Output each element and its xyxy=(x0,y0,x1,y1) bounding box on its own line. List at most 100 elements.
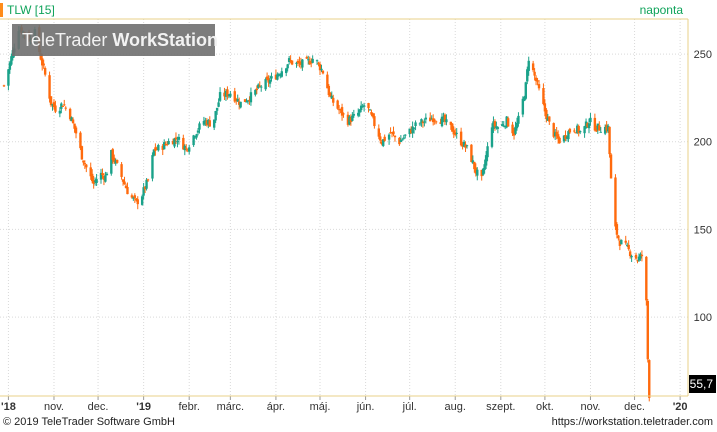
x-tick-label: jún. xyxy=(356,401,375,413)
candle-body xyxy=(511,124,514,134)
candle-body xyxy=(270,76,273,79)
candle-body xyxy=(196,130,200,133)
candle-body xyxy=(110,149,113,174)
time-axis: '18 nov. dec. '19 febr. márc. ápr. máj. jún. júl.… xyxy=(1,396,688,413)
y-tick-label: 150 xyxy=(694,224,712,236)
symbol-label[interactable]: TLW [15] xyxy=(7,3,55,17)
candle-body xyxy=(533,71,536,76)
candle-body xyxy=(512,130,516,136)
candle-body xyxy=(276,74,279,80)
candle-body xyxy=(280,71,283,77)
candle-body xyxy=(389,132,392,134)
candle-body xyxy=(390,132,394,134)
candle-body xyxy=(212,119,216,128)
candle-body xyxy=(577,126,580,134)
candle-body xyxy=(265,76,269,80)
x-tick-label: júl. xyxy=(402,401,417,413)
candle-body xyxy=(113,157,116,162)
candle-body xyxy=(552,123,555,137)
x-tick-label: dec. xyxy=(624,401,645,413)
candle-body xyxy=(614,177,617,227)
candle-body xyxy=(298,61,301,64)
candle-body xyxy=(445,119,448,123)
candle-body xyxy=(593,117,597,131)
candle-body xyxy=(164,143,167,145)
candle-body xyxy=(617,235,620,239)
candle-body xyxy=(90,173,94,182)
candle-body xyxy=(504,126,507,128)
candle-body xyxy=(452,130,455,135)
candle-body xyxy=(83,163,87,165)
y-tick-label: 250 xyxy=(694,49,712,61)
candle-body xyxy=(7,69,10,86)
candle-body xyxy=(565,137,569,139)
candle-body xyxy=(562,135,566,142)
candle-body xyxy=(145,179,148,189)
candle-body xyxy=(99,172,103,180)
candle-body xyxy=(440,116,444,127)
candle-body xyxy=(346,114,350,125)
candle-body xyxy=(542,88,545,105)
candle-body xyxy=(255,88,259,91)
candle-body xyxy=(433,119,436,121)
candle-body xyxy=(192,135,195,146)
candle-body xyxy=(73,123,76,129)
candle-body xyxy=(274,74,278,80)
candle-body xyxy=(630,256,633,258)
candle-body xyxy=(315,60,319,62)
candle-body xyxy=(357,112,360,116)
candle-body xyxy=(254,89,257,95)
candle-body xyxy=(492,121,495,129)
footer: © 2019 TeleTrader Software GmbH https://… xyxy=(0,413,717,432)
candle-body xyxy=(340,107,344,116)
candle-body xyxy=(501,124,504,127)
candle-body xyxy=(531,63,535,71)
candle-body xyxy=(326,74,329,89)
candle-body xyxy=(8,62,12,70)
candle-body xyxy=(42,63,45,66)
candle-body xyxy=(157,145,160,151)
candle-body xyxy=(182,137,185,150)
candle-body xyxy=(287,58,291,62)
candle-body xyxy=(514,126,517,134)
candle-body xyxy=(431,118,435,123)
candle-body xyxy=(307,59,310,61)
candle-body xyxy=(223,92,226,97)
candle-body xyxy=(101,173,104,176)
candle-body xyxy=(167,140,170,145)
footer-url-link[interactable]: https://workstation.teletrader.com xyxy=(551,416,713,428)
candle-body xyxy=(608,126,611,155)
candle-body xyxy=(465,145,469,147)
candle-body xyxy=(545,109,548,120)
candle-body xyxy=(290,60,294,65)
candle-body xyxy=(54,105,57,112)
x-tick-label: okt. xyxy=(536,401,554,413)
candle-body xyxy=(227,94,231,96)
candle-body xyxy=(142,187,145,196)
candle-body xyxy=(537,84,541,89)
candle-body xyxy=(455,132,458,134)
candle-body xyxy=(526,69,529,82)
candle-body xyxy=(627,244,630,250)
candle-body xyxy=(568,128,572,133)
candle-body xyxy=(2,85,6,87)
candle-body xyxy=(639,254,642,259)
candle-body xyxy=(412,127,416,129)
candle-body xyxy=(132,197,135,199)
candle-body xyxy=(317,62,320,64)
candle-body xyxy=(567,131,570,140)
candle-body xyxy=(124,185,128,189)
period-label[interactable]: naponta xyxy=(640,3,684,17)
candle-body xyxy=(286,64,289,69)
candle-body xyxy=(523,96,526,101)
candle-body xyxy=(195,134,198,138)
x-tick-label: '19 xyxy=(136,401,151,413)
candle-body xyxy=(336,100,339,109)
candle-body xyxy=(461,144,464,147)
candle-body xyxy=(595,129,598,132)
candle-body xyxy=(80,146,84,160)
candle-body xyxy=(370,112,373,115)
candle-body xyxy=(402,137,405,139)
candle-body xyxy=(615,224,619,235)
candle-body xyxy=(115,159,119,163)
